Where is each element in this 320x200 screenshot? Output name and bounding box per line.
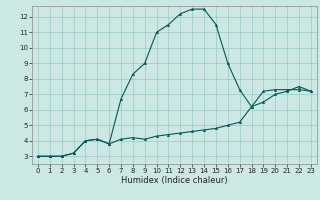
X-axis label: Humidex (Indice chaleur): Humidex (Indice chaleur) <box>121 176 228 185</box>
